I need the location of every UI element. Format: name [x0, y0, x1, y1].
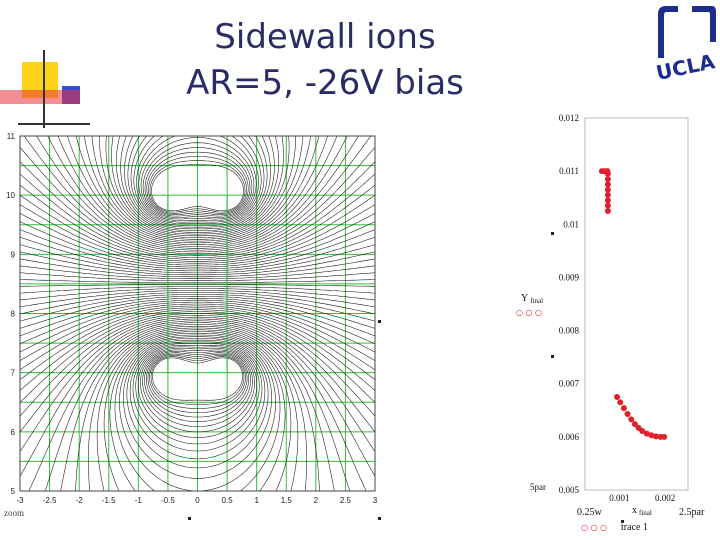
title-line-1: Sidewall ions	[214, 17, 436, 57]
scatter-point	[604, 208, 611, 215]
potential-contour-plot: -3 -2.5 -2 -1.5 -1 -0.5 0 0.5 1 1.5 2 2.5 3 5 6 7 8 9 10 11	[6, 132, 378, 505]
scatter-plot-frame	[584, 117, 689, 491]
y-tick-label: 0.011	[559, 166, 579, 176]
x-tick-label: -0.5	[161, 496, 175, 505]
y-tick-label: 0.007	[559, 379, 580, 389]
scatter-point	[604, 197, 611, 204]
x-tick-label: -2.5	[43, 496, 57, 505]
y-tick-label: 0.012	[559, 113, 579, 123]
x-tick-label: 0.5	[222, 496, 234, 505]
y-tick-label: 9	[11, 250, 16, 259]
scatter-point	[628, 416, 635, 423]
y-axis-marker: ○ ○ ○	[516, 308, 542, 317]
x-max-label: 2.5par	[679, 507, 705, 518]
legend-label: trace 1	[621, 522, 648, 533]
y-tick-label: 11	[7, 132, 16, 141]
x-tick-label: 0.002	[655, 493, 675, 503]
decorative-squares	[0, 50, 90, 128]
field-tick-labels: -3 -2.5 -2 -1.5 -1 -0.5 0 0.5 1 1.5 2 2.5 3 5 6 7 8 9 10 11	[6, 132, 378, 505]
x-axis-label: x final	[632, 505, 652, 517]
x-tick-label: 0.001	[609, 493, 629, 503]
final-position-scatter-plot: 0.012 0.011 0.01 0.009 0.008 0.007 0.006 0.005 0…	[516, 113, 705, 533]
x-min-label: 0.25w	[577, 507, 603, 518]
zoom-label: zoom	[4, 508, 24, 518]
scatter-point	[604, 192, 611, 199]
scatter-point	[604, 202, 611, 209]
logo-frame-icon	[658, 6, 678, 58]
scatter-point	[604, 170, 611, 177]
x-tick-label: 2.5	[340, 496, 352, 505]
y-tick-label: 0.008	[559, 326, 580, 336]
scatter-points	[598, 168, 668, 440]
scatter-point	[604, 181, 611, 188]
field-axes	[19, 135, 376, 492]
scatter-tick-labels: 0.012 0.011 0.01 0.009 0.008 0.007 0.006 0.005 0…	[559, 113, 675, 503]
scatter-point	[639, 428, 646, 435]
field-plot-border	[19, 135, 376, 492]
x-tick-label: 0	[195, 496, 200, 505]
y-tick-label: 7	[11, 369, 16, 378]
field-contour-lines	[19, 135, 376, 492]
scatter-point	[624, 411, 631, 418]
deco-red-bar	[0, 90, 80, 104]
scatter-point	[617, 399, 624, 406]
legend-marker: ○ ○ ○	[581, 523, 607, 532]
y-tick-label: 5	[11, 487, 16, 496]
y-tick-label: 0.005	[559, 485, 580, 495]
y-tick-label: 0.009	[559, 272, 580, 282]
scatter-point	[604, 186, 611, 193]
x-tick-label: 1	[254, 496, 259, 505]
slide-title: Sidewall ions AR=5, -26V bias	[150, 14, 500, 106]
scatter-point	[661, 433, 668, 440]
scatter-point	[614, 393, 621, 400]
x-tick-label: 3	[373, 496, 378, 505]
y-tick-label: 8	[11, 310, 16, 319]
scatter-point	[620, 405, 627, 412]
x-tick-label: -1	[135, 496, 143, 505]
y-min-label: 5par	[530, 482, 546, 492]
y-tick-label: 6	[11, 428, 16, 437]
x-tick-label: -1.5	[102, 496, 116, 505]
ucla-logo: UCLA	[654, 6, 717, 82]
x-tick-label: 1.5	[281, 496, 293, 505]
scatter-point	[604, 176, 611, 183]
contour-path	[19, 135, 376, 492]
scatter-point	[631, 421, 638, 428]
x-tick-label: 2	[314, 496, 319, 505]
y-tick-label: 0.006	[559, 432, 580, 442]
scatter-point	[635, 424, 642, 431]
title-line-2: AR=5, -26V bias	[186, 63, 464, 103]
y-tick-label: 10	[6, 191, 15, 200]
y-tick-label: 0.01	[563, 219, 579, 229]
x-tick-label: -3	[16, 496, 24, 505]
x-tick-label: -2	[76, 496, 84, 505]
